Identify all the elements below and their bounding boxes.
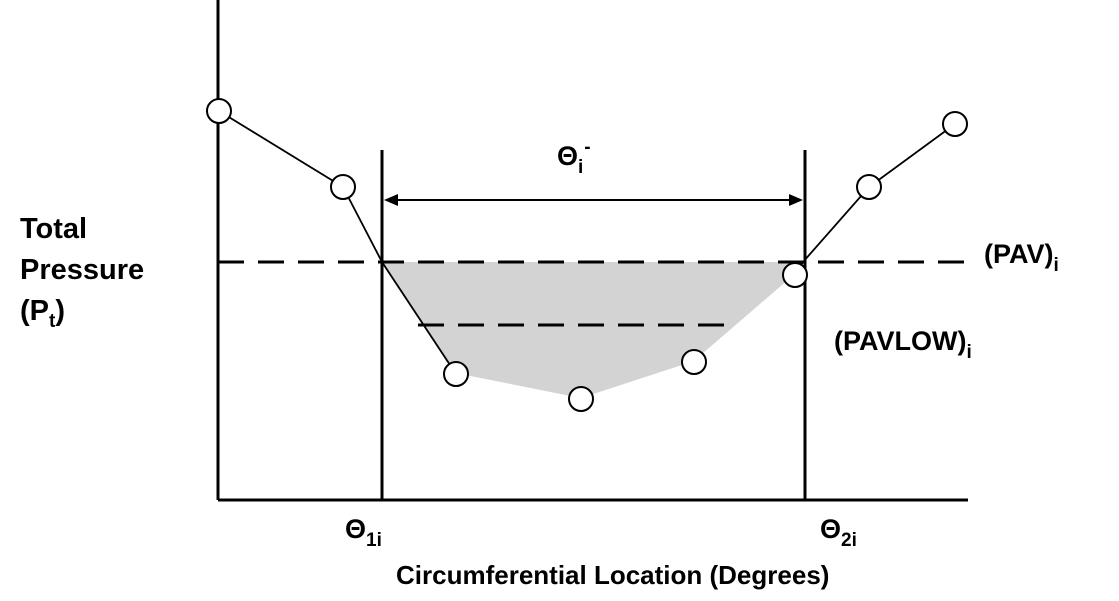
theta-span-superscript: - xyxy=(584,137,590,158)
data-point-marker xyxy=(206,98,232,124)
shaded-low-pressure-region xyxy=(382,262,803,399)
pavlow-label-main: (PAVLOW) xyxy=(834,326,966,356)
data-point-marker xyxy=(681,349,707,375)
theta-1-label: Θ1i xyxy=(345,514,382,551)
y-axis-label-line1: Total xyxy=(20,213,87,245)
pavlow-label: (PAVLOW)i xyxy=(834,326,972,363)
theta-span-label: Θi- xyxy=(557,137,591,178)
y-axis-label-line2: Pressure xyxy=(20,254,144,286)
data-point-marker xyxy=(443,361,469,387)
theta-span-arrowhead-right xyxy=(789,194,803,206)
pressure-profile-curve-bottom xyxy=(455,274,796,400)
theta-2-symbol: Θ xyxy=(820,514,841,544)
theta-span-subscript: i xyxy=(578,157,583,178)
data-point-marker xyxy=(330,174,356,200)
pav-label-subscript: i xyxy=(1054,255,1059,276)
data-point-marker xyxy=(942,111,968,137)
data-point-marker xyxy=(782,262,808,288)
pavlow-label-subscript: i xyxy=(966,342,971,363)
y-axis-label-line3: (Pt) xyxy=(20,295,65,332)
theta-1-symbol: Θ xyxy=(345,514,366,544)
data-point-marker xyxy=(568,386,594,412)
y-axis-label-close: ) xyxy=(55,295,65,327)
data-point-marker xyxy=(856,174,882,200)
theta-2-subscript: 2i xyxy=(841,530,857,551)
pressure-profile-curve-left xyxy=(218,110,457,375)
pav-label: (PAV)i xyxy=(984,239,1059,276)
pressure-profile-curve-right xyxy=(794,123,956,276)
theta-2-label: Θ2i xyxy=(820,514,857,551)
y-axis-label-main: (P xyxy=(20,295,49,327)
pav-label-main: (PAV) xyxy=(984,239,1054,269)
x-axis-label: Circumferential Location (Degrees) xyxy=(396,560,829,590)
y-axis-label-subscript: t xyxy=(49,311,56,332)
theta-1-subscript: 1i xyxy=(366,530,382,551)
theta-span-arrowhead-left xyxy=(384,194,398,206)
theta-span-symbol: Θ xyxy=(557,141,578,171)
